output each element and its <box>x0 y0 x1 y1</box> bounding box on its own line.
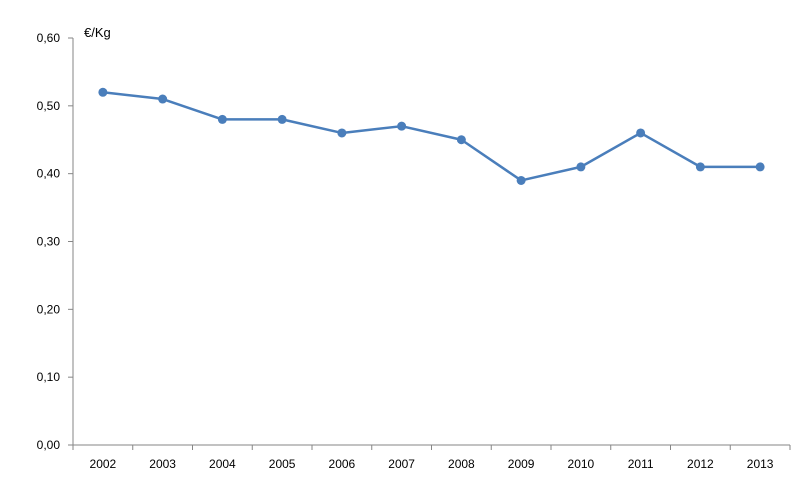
x-tick-label: 2004 <box>209 457 236 471</box>
y-tick-label: 0,00 <box>37 438 61 452</box>
y-tick-label: 0,50 <box>37 99 61 113</box>
data-point-marker <box>456 135 466 145</box>
data-point-marker <box>516 175 526 185</box>
data-point-marker <box>98 87 108 97</box>
data-point-marker <box>755 162 765 172</box>
data-point-marker <box>158 94 168 104</box>
x-tick-label: 2009 <box>508 457 535 471</box>
y-tick-label: 0,60 <box>37 31 61 45</box>
x-tick-label: 2013 <box>747 457 774 471</box>
x-tick-label: 2011 <box>628 457 654 471</box>
x-tick-label: 2007 <box>388 457 415 471</box>
y-tick-label: 0,20 <box>37 302 61 316</box>
x-axis-ticks: 2002 2003 2004 2005 2006 2007 2008 2009 2010 2011… <box>90 457 774 471</box>
data-point-marker <box>576 162 586 172</box>
x-tick-label: 2005 <box>269 457 296 471</box>
data-point-marker <box>636 128 646 138</box>
series-line <box>102 91 761 182</box>
x-tick-label: 2012 <box>687 457 714 471</box>
x-tick-label: 2006 <box>329 457 356 471</box>
axes <box>68 37 791 450</box>
data-point-marker <box>397 121 407 131</box>
y-tick-label: 0,10 <box>37 370 61 384</box>
y-tick-label: 0,30 <box>37 235 61 249</box>
x-tick-label: 2002 <box>90 457 117 471</box>
data-point-marker <box>277 114 287 124</box>
data-point-marker <box>337 128 347 138</box>
data-point-marker <box>695 162 705 172</box>
data-series <box>98 87 765 185</box>
x-tick-label: 2010 <box>568 457 595 471</box>
y-axis-ticks: 0,00 0,10 0,20 0,30 0,40 0,50 0,60 <box>37 31 61 452</box>
data-point-marker <box>217 114 227 124</box>
x-tick-label: 2003 <box>149 457 176 471</box>
y-unit-label: €/Kg <box>84 25 111 40</box>
y-tick-label: 0,40 <box>37 167 61 181</box>
x-tick-label: 2008 <box>448 457 475 471</box>
